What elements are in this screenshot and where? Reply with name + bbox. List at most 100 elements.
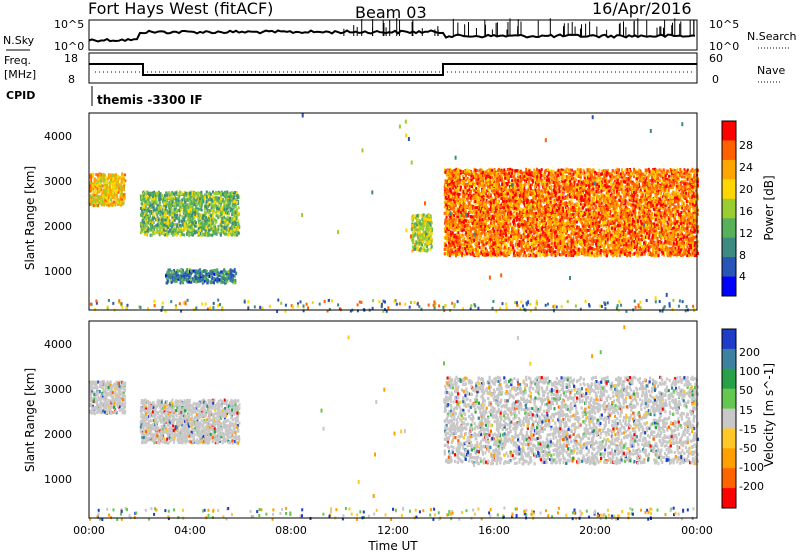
echo-mark: [160, 226, 162, 229]
date-title: 16/Apr/2016: [592, 0, 692, 18]
noise-right-label: N.Search: [747, 30, 797, 43]
echo-mark: [220, 229, 222, 232]
echo-mark: [156, 200, 158, 203]
echo-mark: [592, 207, 594, 210]
echo-mark: [216, 277, 218, 280]
echo-mark: [204, 269, 206, 272]
echo-mark: [424, 222, 426, 225]
echo-mark: [223, 281, 225, 284]
echo-mark: [98, 191, 100, 194]
echo-mark: [147, 198, 149, 201]
echo-mark: [621, 168, 623, 171]
echo-mark: [228, 212, 230, 215]
echo-mark: [220, 281, 222, 284]
echo-mark: [159, 229, 161, 232]
echo-mark: [234, 211, 236, 214]
echo-mark: [206, 222, 208, 225]
echo-mark: [177, 209, 179, 212]
echo-mark: [109, 187, 111, 190]
echo-mark: [170, 276, 172, 279]
echo-mark: [188, 210, 190, 213]
echo-mark: [180, 271, 182, 274]
echo-mark: [150, 224, 152, 227]
echo-mark: [164, 214, 166, 217]
echo-mark: [223, 212, 225, 215]
echo-mark: [211, 198, 213, 201]
echo-mark: [570, 199, 572, 202]
echo-mark: [175, 191, 177, 194]
echo-mark: [196, 215, 198, 218]
echo-mark: [194, 231, 196, 234]
echo-mark: [214, 218, 216, 221]
echo-mark: [204, 196, 206, 199]
echo-mark: [575, 247, 577, 250]
echo-mark: [109, 181, 111, 184]
echo-mark: [424, 249, 426, 252]
echo-mark: [89, 184, 91, 187]
echo-mark: [152, 203, 154, 206]
echo-mark: [194, 203, 196, 206]
echo-mark: [120, 192, 122, 195]
echo-mark: [213, 232, 215, 235]
echo-mark: [231, 217, 233, 220]
echo-mark: [232, 204, 234, 207]
echo-mark: [168, 196, 170, 199]
freq-line: [89, 64, 697, 75]
echo-mark: [180, 206, 182, 209]
echo-mark: [174, 219, 176, 222]
echo-mark: [431, 240, 433, 243]
echo-mark: [102, 195, 104, 198]
echo-mark: [421, 218, 423, 221]
echo-mark: [217, 216, 219, 219]
echo-mark: [141, 229, 143, 232]
echo-mark: [104, 193, 106, 196]
echo-mark: [198, 271, 200, 274]
echo-mark: [198, 217, 200, 220]
echo-mark: [121, 203, 123, 206]
echo-mark: [154, 231, 156, 234]
echo-mark: [426, 245, 428, 248]
echo-mark: [150, 228, 152, 231]
echo-mark: [121, 179, 123, 182]
echo-mark: [209, 210, 211, 213]
noise-right-tick-top: 10^5: [709, 18, 739, 31]
echo-mark: [119, 195, 121, 198]
echo-mark: [90, 199, 92, 202]
echo-mark: [503, 168, 505, 171]
noise-left-tick-top: 10^5: [54, 18, 84, 31]
beam-title: Beam 03: [355, 3, 427, 22]
echo-mark: [210, 193, 212, 196]
echo-mark: [224, 233, 226, 236]
echo-mark: [234, 228, 236, 231]
echo-mark: [190, 281, 192, 284]
echo-mark: [214, 269, 216, 272]
echo-mark: [427, 218, 429, 221]
echo-mark: [208, 229, 210, 232]
echo-mark: [145, 196, 147, 199]
echo-mark: [236, 201, 238, 204]
freq-right-tick-bottom: 0: [712, 73, 719, 86]
noise-search-spikes: [344, 18, 694, 36]
echo-mark: [93, 191, 95, 194]
echo-mark: [157, 192, 159, 195]
echo-mark: [156, 211, 158, 214]
echo-mark: [156, 227, 158, 230]
echo-mark: [232, 277, 234, 280]
echo-mark: [154, 192, 156, 195]
echo-mark: [427, 235, 429, 238]
echo-mark: [411, 249, 413, 252]
echo-mark: [560, 193, 562, 196]
echo-mark: [230, 279, 232, 282]
echo-mark: [184, 222, 186, 225]
echo-mark: [230, 233, 232, 236]
echo-mark: [153, 226, 155, 229]
echo-mark: [108, 194, 110, 197]
echo-mark: [104, 201, 106, 204]
echo-mark: [146, 229, 148, 232]
echo-mark: [414, 248, 416, 251]
echo-mark: [426, 215, 428, 218]
echo-mark: [181, 220, 183, 223]
echo-mark: [234, 191, 236, 194]
echo-mark: [182, 281, 184, 284]
echo-mark: [103, 177, 105, 180]
